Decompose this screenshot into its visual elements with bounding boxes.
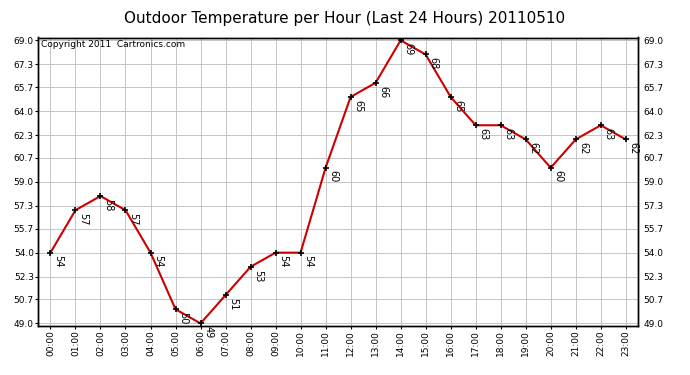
Text: 51: 51 bbox=[228, 298, 238, 310]
Text: 63: 63 bbox=[604, 128, 613, 140]
Text: 65: 65 bbox=[353, 100, 364, 112]
Text: 53: 53 bbox=[253, 270, 264, 282]
Text: 62: 62 bbox=[529, 142, 538, 154]
Text: 63: 63 bbox=[504, 128, 513, 140]
Text: 54: 54 bbox=[304, 255, 313, 268]
Text: Outdoor Temperature per Hour (Last 24 Hours) 20110510: Outdoor Temperature per Hour (Last 24 Ho… bbox=[124, 11, 566, 26]
Text: 62: 62 bbox=[578, 142, 589, 154]
Text: 49: 49 bbox=[204, 326, 213, 339]
Text: 60: 60 bbox=[553, 171, 564, 183]
Text: 63: 63 bbox=[478, 128, 489, 140]
Text: 58: 58 bbox=[104, 199, 113, 211]
Text: 69: 69 bbox=[404, 43, 413, 55]
Text: 54: 54 bbox=[153, 255, 164, 268]
Text: 57: 57 bbox=[128, 213, 138, 225]
Text: 60: 60 bbox=[328, 171, 338, 183]
Text: 65: 65 bbox=[453, 100, 464, 112]
Text: 54: 54 bbox=[53, 255, 63, 268]
Text: 66: 66 bbox=[378, 86, 388, 98]
Text: 54: 54 bbox=[278, 255, 288, 268]
Text: Copyright 2011  Cartronics.com: Copyright 2011 Cartronics.com bbox=[41, 40, 185, 50]
Text: 57: 57 bbox=[78, 213, 88, 225]
Text: 62: 62 bbox=[629, 142, 638, 154]
Text: 50: 50 bbox=[178, 312, 188, 324]
Text: 68: 68 bbox=[428, 57, 438, 69]
